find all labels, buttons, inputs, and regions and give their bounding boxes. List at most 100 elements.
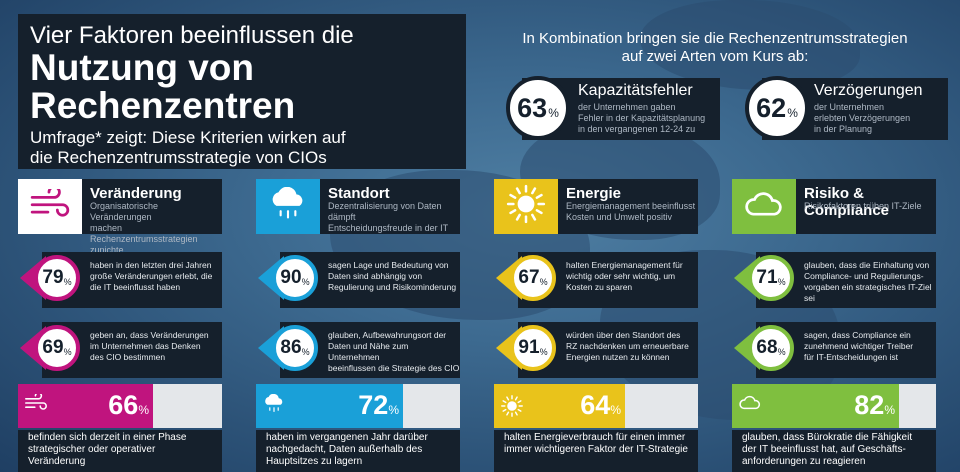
category-risk-header: Risiko & Compliance Risikofaktoren trübe… <box>796 179 936 234</box>
category-energy-desc2: Kosten und Umwelt positiv <box>566 212 673 222</box>
stat-capacity-unit: % <box>548 106 559 120</box>
category-energy-stat1-unit: % <box>539 276 548 287</box>
category-change-desc1: Organisatorische Veränderungen <box>90 201 159 222</box>
category-change-stat1-line2: große Veränderungen erlebt, die <box>90 271 213 281</box>
category-change-stat2-text: geben an, dass Veränderungen im Unterneh… <box>90 330 209 363</box>
category-location-stat2-value: 86 <box>280 337 302 358</box>
category-change-desc3: zunichte <box>90 245 124 255</box>
stat-delay-desc: der Unternehmen erlebten Verzögerungen i… <box>814 102 910 135</box>
stat-delay-circle: 62% <box>745 76 809 140</box>
category-energy-bar-value: 64% <box>580 390 621 420</box>
category-energy-stat1-circle: 67% <box>510 255 556 301</box>
stat-capacity-value: 63 <box>517 92 548 123</box>
category-change-stat1-panel: haben in den letzten drei Jahren große V… <box>42 252 222 308</box>
category-change-bottom-line1: befinden sich derzeit in einer Phase <box>28 432 187 443</box>
category-change-stat2-line2: im Unternehmen das Denken <box>90 341 201 351</box>
category-location-stat2-text: glauben, Aufbewahrungsort der Daten und … <box>328 330 460 374</box>
category-energy-stat2-text: würden über den Standort des RZ nachdenk… <box>566 330 689 363</box>
stat-delay-title: Verzögerungen <box>814 82 923 99</box>
category-location-header: Standort Dezentralisierung von Daten däm… <box>320 179 460 234</box>
category-risk-bottom-line3: anforderungen zu reagieren <box>742 456 866 467</box>
category-change-bottom-text: befinden sich derzeit in einer Phase str… <box>18 430 222 472</box>
category-energy-stat1-line2: wichtig oder sehr wichtig, um <box>566 271 676 281</box>
category-location-stat2-line3: beeinflussen die Strategie des CIO <box>328 363 460 373</box>
category-change-stat2-line1: geben an, dass Veränderungen <box>90 330 209 340</box>
title-line1: Vier Faktoren beeinflussen die <box>30 22 354 49</box>
combination-header-line2: auf zwei Arten vom Kurs ab: <box>621 48 809 65</box>
category-energy-title: Energie <box>566 185 622 202</box>
stat-capacity-desc1: der Unternehmen gaben <box>578 102 676 112</box>
sun-icon <box>505 183 547 230</box>
title-panel: Vier Faktoren beeinflussen die Nutzung v… <box>18 14 466 169</box>
category-risk-stat1-line2: Compliance- und Regulierungs- <box>804 271 924 281</box>
rain-cloud-icon <box>267 186 309 226</box>
category-location-bottom-line2: nachgedacht, Daten außerhalb des <box>266 444 423 455</box>
stat-delay-desc2: erlebten Verzögerungen <box>814 113 911 123</box>
category-risk-stat2-value: 68 <box>756 337 778 358</box>
category-location-stat1-line1: sagen Lage und Bedeutung von <box>328 260 449 270</box>
category-change-bar-value: 66% <box>108 390 149 420</box>
category-change-header: Veränderung Organisatorische Veränderung… <box>82 179 222 255</box>
category-change-desc2: machen Rechenzentrumsstrategien <box>90 223 198 244</box>
category-risk-stat1-circle: 71% <box>748 255 794 301</box>
category-energy-icon-tile <box>494 179 558 234</box>
category-risk-icon-tile <box>732 179 796 234</box>
category-risk-stat2-line3: für IT-Entscheidungen ist <box>804 352 899 362</box>
stat-capacity-desc3: in den vergangenen 12-24 zu <box>578 124 696 134</box>
category-change-stat2-value: 69 <box>42 337 64 358</box>
stat-delay-unit: % <box>787 106 798 120</box>
category-energy-stat2-line2: RZ nachdenken um erneuerbare <box>566 341 689 351</box>
category-energy-bottom-line2: immer wichtigeren Faktor der IT-Strategi… <box>504 444 688 455</box>
map-landmass <box>640 0 860 90</box>
category-change-stat1-text: haben in den letzten drei Jahren große V… <box>90 260 212 293</box>
stat-capacity-desc2: Fehler in der Kapazitätsplanung <box>578 113 706 123</box>
category-location-bottom-line1: haben im vergangenen Jahr darüber <box>266 432 428 443</box>
category-risk-bar: 82% <box>732 384 936 428</box>
category-energy-bar-sun-icon <box>500 394 524 423</box>
category-location-bar-rain-cloud-icon <box>262 393 286 418</box>
category-location-stat1-circle: 90% <box>272 255 318 301</box>
category-change-stat1-line3: die IT beeinflusst haben <box>90 282 181 292</box>
stat-delay-desc3: in der Planung <box>814 124 873 134</box>
category-energy-desc: Energiemanagement beeinflusst Kosten und… <box>566 201 695 223</box>
category-location-desc: Dezentralisierung von Daten dämpft Entsc… <box>328 201 460 234</box>
wind-icon <box>29 185 71 223</box>
category-energy-bar: 64% <box>494 384 698 428</box>
category-location-icon-tile <box>256 179 320 234</box>
category-risk-desc1: Risikofaktoren trüben IT-Ziele <box>804 201 922 211</box>
category-change-stat2-unit: % <box>63 346 72 357</box>
category-location-bar-value: 72% <box>358 390 399 420</box>
category-change-stat2-line3: des CIO bestimmen <box>90 352 166 362</box>
category-location-stat2-unit: % <box>301 346 310 357</box>
stat-capacity-circle: 63% <box>506 76 570 140</box>
category-risk-stat2-line2: zunehmend wichtiger Treiber <box>804 341 914 351</box>
category-location-bar-unit: % <box>388 403 399 417</box>
category-risk-bottom-line1: glauben, dass Bürokratie die Fähigkeit <box>742 432 913 443</box>
title-line3: Rechenzentren <box>30 85 296 126</box>
category-location-desc1: Dezentralisierung von Daten dämpft <box>328 201 442 222</box>
category-location-bar: 72% <box>256 384 460 428</box>
category-location-bar-fill <box>256 384 403 428</box>
category-energy-stat2-value: 91 <box>518 337 540 358</box>
category-risk-stat2-circle: 68% <box>748 325 794 371</box>
category-location-stat2-line2: Daten und Nähe zum Unternehmen <box>328 341 409 362</box>
category-change-bar: 66% <box>18 384 222 428</box>
category-risk-title: Risiko & Compliance <box>804 185 890 219</box>
category-energy-stat1-line3: Kosten zu sparen <box>566 282 633 292</box>
category-change-desc: Organisatorische Veränderungen machen Re… <box>90 201 222 256</box>
category-risk-bar-unit: % <box>884 403 895 417</box>
stat-delay-value: 62 <box>756 92 787 123</box>
category-location-stat2-circle: 86% <box>272 325 318 371</box>
category-energy-stat1-value: 67 <box>518 267 540 288</box>
category-risk-stat1-line1: glauben, dass die Einhaltung von <box>804 260 930 270</box>
category-location-desc2: Entscheidungsfreude in der IT <box>328 223 449 233</box>
category-risk-bottom-line2: der IT beeinflusst hat, auf Geschäfts- <box>742 444 906 455</box>
category-risk-stat1-line3: vorgaben ein strategisches IT-Ziel sei <box>804 282 932 303</box>
category-change-stat1-value: 79 <box>42 267 64 288</box>
combination-header-line1: In Kombination bringen sie die Rechenzen… <box>522 30 908 47</box>
category-energy-stat2-unit: % <box>539 346 548 357</box>
combination-header: In Kombination bringen sie die Rechenzen… <box>470 30 960 66</box>
category-location-stat1-value: 90 <box>280 267 302 288</box>
category-risk-stat1-text: glauben, dass die Einhaltung von Complia… <box>804 260 936 304</box>
